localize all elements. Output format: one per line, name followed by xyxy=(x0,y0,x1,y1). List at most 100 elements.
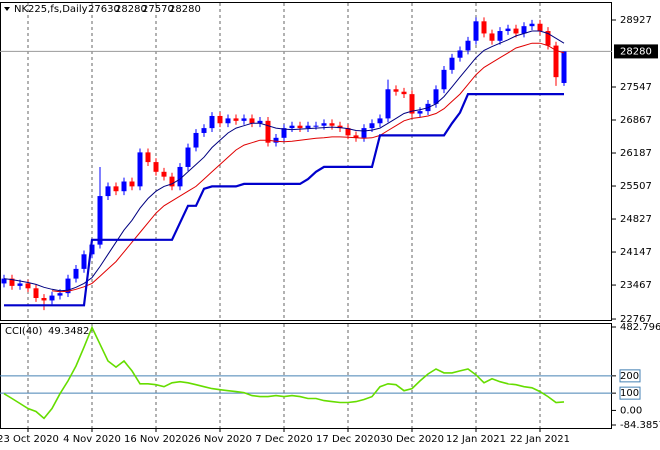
y-tick-label: 24147 xyxy=(620,247,652,258)
y-tick-label: -84.3857 xyxy=(620,420,660,431)
candle-body xyxy=(537,23,543,32)
y-tick-label: 0.00 xyxy=(620,405,642,416)
candle-body xyxy=(9,278,15,286)
current-price-box xyxy=(614,44,658,59)
candle-body xyxy=(1,278,7,284)
candle-body xyxy=(241,118,247,121)
candle-body xyxy=(561,51,567,83)
y-tick-label: 23467 xyxy=(620,280,652,291)
candle-body xyxy=(481,21,487,34)
candle-body xyxy=(521,26,527,34)
y-tick-label: 26187 xyxy=(620,148,652,159)
x-tick-label: 16 Nov 2020 xyxy=(124,434,188,445)
main-frame xyxy=(0,2,612,321)
candle-body xyxy=(385,89,391,119)
candle-body xyxy=(321,123,327,126)
candle-body xyxy=(265,120,271,143)
overlay-line xyxy=(51,42,565,293)
overlay-line xyxy=(4,93,564,307)
candle-body xyxy=(393,89,399,92)
candle-body xyxy=(401,91,407,95)
x-tick-label: 22 Jan 2021 xyxy=(510,434,570,445)
candle-body xyxy=(513,28,519,34)
menu-triangle[interactable] xyxy=(4,7,10,11)
candle-body xyxy=(225,118,231,124)
candle-body xyxy=(49,295,55,301)
ohlc-low: 27570 xyxy=(142,4,174,15)
level-label-box xyxy=(619,386,641,400)
ohlc-close: 28280 xyxy=(169,4,201,15)
candle-body xyxy=(337,125,343,129)
candle-body xyxy=(361,128,367,138)
candle-body xyxy=(161,171,167,177)
symbol: NK225,fs,Daily xyxy=(14,4,88,15)
candle-body xyxy=(257,120,263,124)
y-tick-label: 482.7966 xyxy=(620,322,660,333)
candle-body xyxy=(441,69,447,90)
cci-title: CCI(40) xyxy=(5,326,43,337)
overlay-line xyxy=(3,30,565,292)
candle-body xyxy=(297,125,303,129)
y-tick-label: 25507 xyxy=(620,181,652,192)
candle-body xyxy=(449,57,455,70)
ohlc-open: 27630 xyxy=(88,4,120,15)
x-tick-label: 4 Nov 2020 xyxy=(63,434,121,445)
candle-body xyxy=(73,268,79,279)
candle-body xyxy=(417,111,423,114)
candle-body xyxy=(177,166,183,187)
y-tick-label: 100 xyxy=(620,388,639,399)
x-tick-label: 30 Dec 2020 xyxy=(380,434,444,445)
candle-body xyxy=(313,125,319,127)
candle-body xyxy=(289,125,295,129)
candle-body xyxy=(193,132,199,148)
candle-body xyxy=(185,147,191,167)
candle-body xyxy=(17,283,23,286)
candle-body xyxy=(153,162,159,172)
current-price-label: 28280 xyxy=(620,46,652,57)
candle-body xyxy=(65,278,71,294)
candle-body xyxy=(129,181,135,187)
candle-body xyxy=(57,293,63,296)
candle-body xyxy=(473,21,479,41)
candle-body xyxy=(345,128,351,136)
candle-body xyxy=(457,50,463,58)
candle-body xyxy=(409,94,415,114)
candle-body xyxy=(113,186,119,192)
y-tick-label: 27547 xyxy=(620,82,652,93)
candle-body xyxy=(369,123,375,129)
x-tick-label: 23 Oct 2020 xyxy=(0,434,59,445)
candle-body xyxy=(97,196,103,245)
x-tick-label: 7 Dec 2020 xyxy=(255,434,313,445)
candle-body xyxy=(201,128,207,133)
candle-body xyxy=(41,298,47,301)
y-tick-label: 22767 xyxy=(620,314,652,325)
candle-body xyxy=(145,152,151,163)
y-tick-label: 26867 xyxy=(620,115,652,126)
cci-value: 49.3482 xyxy=(48,326,89,337)
candle-body xyxy=(25,283,31,289)
candle-body xyxy=(89,244,95,255)
level-label-box xyxy=(619,369,641,383)
x-tick-label: 12 Jan 2021 xyxy=(446,434,506,445)
candle-body xyxy=(217,115,223,124)
candle-body xyxy=(489,33,495,41)
candle-body xyxy=(137,152,143,187)
candle-body xyxy=(497,31,503,41)
candle-body xyxy=(81,254,87,269)
candle-body xyxy=(281,128,287,138)
candle-body xyxy=(273,137,279,143)
x-tick-label: 26 Nov 2020 xyxy=(188,434,252,445)
candle-body xyxy=(465,40,471,51)
candle-body xyxy=(377,118,383,124)
candle-body xyxy=(305,125,311,129)
candle-body xyxy=(249,118,255,124)
candle-body xyxy=(121,181,127,192)
candle-body xyxy=(529,23,535,27)
candle-body xyxy=(545,31,551,46)
candle-body xyxy=(505,28,511,32)
candle-body xyxy=(233,118,239,121)
x-tick-label: 17 Dec 2020 xyxy=(316,434,380,445)
